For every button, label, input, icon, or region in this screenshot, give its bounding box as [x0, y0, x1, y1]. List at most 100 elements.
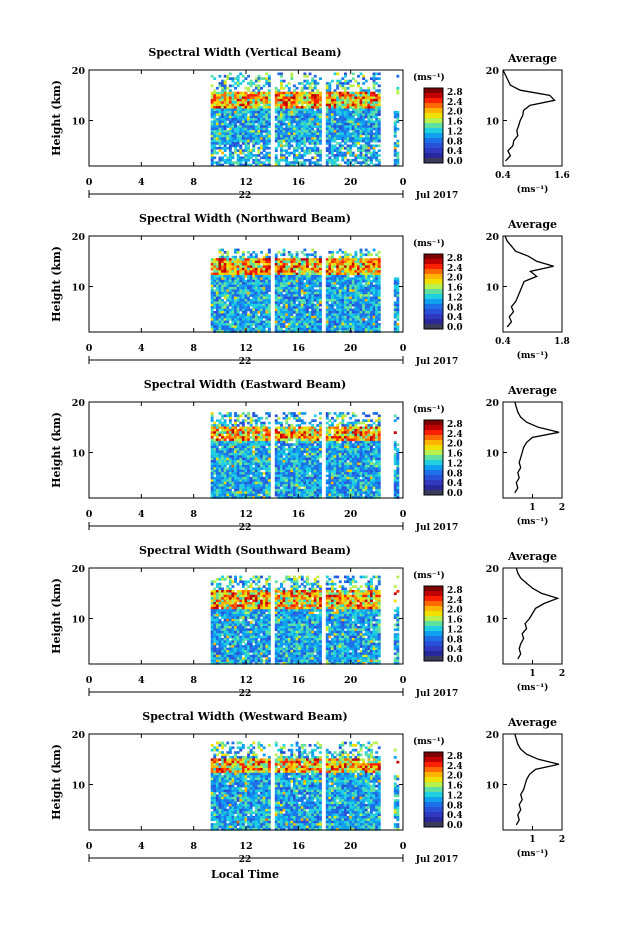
heatmap-cell	[282, 251, 286, 254]
heatmap-cell	[331, 325, 334, 329]
heatmap-cell	[370, 127, 373, 131]
heatmap-cell	[213, 484, 217, 487]
heatmap-cell	[311, 265, 315, 269]
heatmap-cell	[236, 327, 240, 331]
heatmap-cell	[372, 115, 376, 119]
heatmap-cell	[265, 299, 269, 302]
heatmap-cell	[359, 284, 363, 288]
heatmap-cell	[262, 110, 266, 114]
heatmap-cell	[354, 260, 358, 264]
heatmap-cell	[293, 299, 296, 302]
heatmap-cell	[218, 424, 222, 427]
heatmap-cell	[252, 82, 256, 85]
heatmap-cell	[290, 130, 294, 133]
heatmap-cell	[341, 113, 345, 116]
heatmap-cell	[215, 460, 219, 463]
heatmap-cell	[223, 108, 227, 112]
heatmap-cell	[223, 125, 227, 128]
heatmap-cell	[331, 291, 334, 295]
heatmap-cell	[372, 77, 376, 80]
heatmap-cell	[336, 303, 340, 307]
heatmap-cell	[274, 86, 278, 90]
heatmap-cell	[357, 323, 360, 326]
heatmap-cell	[354, 258, 358, 261]
heatmap-cell	[303, 127, 307, 131]
heatmap-cell	[274, 306, 278, 309]
heatmap-cell	[247, 426, 250, 430]
heatmap-cell	[362, 103, 366, 107]
heatmap-cell	[247, 414, 250, 418]
heatmap-cell	[319, 294, 322, 297]
heatmap-cell	[298, 275, 302, 278]
heatmap-cell	[228, 110, 232, 114]
heatmap-cell	[274, 421, 278, 425]
heatmap-cell	[298, 137, 302, 140]
heatmap-cell	[375, 260, 379, 264]
heatmap-cell	[367, 137, 371, 140]
heatmap-cell	[372, 79, 376, 83]
heatmap-cell	[249, 421, 253, 425]
heatmap-cell	[239, 161, 243, 164]
heatmap-cell	[333, 270, 337, 273]
heatmap-cell	[316, 101, 320, 104]
heatmap-cell	[319, 260, 322, 264]
heatmap-cell	[362, 265, 366, 269]
heatmap-cell	[357, 137, 360, 140]
heatmap-cell	[234, 299, 237, 302]
heatmap-cell	[308, 108, 312, 112]
heatmap-cell	[293, 98, 296, 102]
heatmap-cell	[377, 291, 381, 295]
heatmap-cell	[254, 315, 258, 319]
heatmap-cell	[257, 108, 261, 112]
heatmap-cell	[213, 258, 217, 261]
heatmap-cell	[303, 108, 307, 112]
heatmap-cell	[277, 277, 281, 281]
heatmap-cell	[249, 462, 253, 466]
heatmap-cell	[267, 248, 271, 252]
heatmap-cell	[367, 320, 371, 324]
heatmap-cell	[244, 308, 248, 312]
heatmap-cell	[254, 311, 258, 314]
heatmap-cell	[218, 275, 222, 278]
heatmap-cell	[223, 137, 227, 140]
heatmap-cell	[210, 440, 214, 444]
heatmap-cell	[210, 108, 214, 112]
heatmap-cell	[228, 327, 232, 331]
heatmap-cell	[298, 163, 302, 167]
colorbar-swatch	[424, 294, 443, 300]
heatmap-cell	[367, 146, 371, 150]
heatmap-cell	[375, 125, 379, 128]
heatmap-cell	[239, 318, 243, 321]
heatmap-cell	[236, 493, 240, 497]
heatmap-cell	[241, 101, 245, 104]
heatmap-cell	[249, 253, 253, 257]
heatmap-cell	[226, 457, 230, 461]
heatmap-cell	[362, 156, 366, 160]
heatmap-cell	[393, 306, 397, 309]
heatmap-cell	[241, 130, 245, 133]
heatmap-cell	[254, 467, 258, 470]
heatmap-cell	[344, 118, 347, 121]
heatmap-cell	[336, 275, 340, 278]
heatmap-cell	[285, 308, 289, 312]
heatmap-cell	[236, 132, 240, 136]
heatmap-cell	[265, 260, 269, 264]
heatmap-cell	[295, 267, 299, 271]
heatmap-cell	[218, 455, 222, 458]
heatmap-cell	[362, 89, 366, 92]
heatmap-cell	[357, 161, 360, 164]
heatmap-cell	[249, 493, 253, 497]
heatmap-cell	[290, 260, 294, 264]
y-axis-label: Height (km)	[50, 246, 63, 322]
heatmap-cell	[210, 265, 214, 269]
heatmap-cell	[393, 122, 397, 126]
heatmap-cell	[254, 443, 258, 446]
heatmap-cell	[254, 284, 258, 288]
heatmap-cell	[372, 91, 376, 95]
heatmap-cell	[336, 270, 340, 273]
heatmap-cell	[367, 108, 371, 112]
heatmap-cell	[303, 72, 307, 76]
heatmap-cell	[306, 258, 309, 261]
heatmap-cell	[244, 130, 248, 133]
heatmap-cell	[221, 142, 224, 145]
